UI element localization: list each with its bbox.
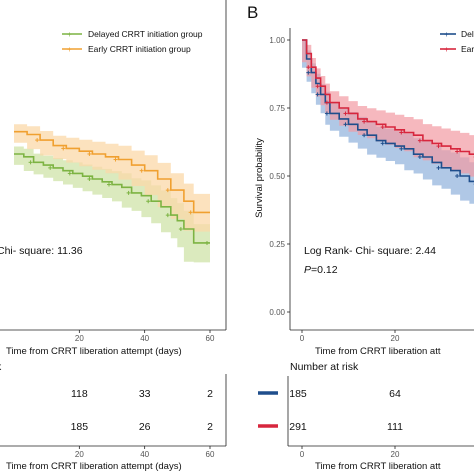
panel-a-risk-tick-label: 40 [140, 450, 149, 459]
panel-b-x-ticks: 0 20 [300, 330, 400, 343]
panel-a-risk-count: 26 [139, 421, 151, 433]
legend-label-early: Early CRRT initiation group [88, 44, 191, 54]
panel-a-plot-area [14, 124, 210, 263]
panel-a-legend: + Delayed CRRT initiation group + Early … [62, 29, 203, 54]
panel-a-x-tick-label: 60 [206, 334, 215, 343]
panel-b-y-tick-label: 1.00 [269, 36, 285, 45]
panel-b-p-value: P=0.12 [304, 264, 338, 276]
panel-b-log-rank-annotation: Log Rank- Chi- square: 2.44 [304, 245, 436, 257]
panel-b-y-axis-label: Survival probability [254, 138, 265, 218]
panel-b-label: B [247, 3, 258, 22]
panel-a-risk-count: 2 [207, 421, 213, 433]
panel-a-x-axis-label: Time from CRRT liberation attempt (days) [6, 346, 182, 357]
panel-b-risk-count: 64 [389, 388, 401, 400]
panel-a: 20 40 60 Time from CRRT liberation attempt… [0, 0, 227, 472]
legend-plus-early: + [67, 45, 72, 54]
panel-b-y-tick-label: 0.25 [269, 240, 285, 249]
panel-b-ci-band-blue [302, 40, 474, 204]
panel-b-y-ticks: 0.00 0.25 0.50 0.75 1.00 [269, 36, 290, 317]
panel-b-y-tick-label: 0.75 [269, 104, 285, 113]
panel-a-ci-band-green [14, 146, 210, 263]
panel-b-legend-background [436, 24, 474, 62]
panel-a-risk-title-fragment: k [0, 361, 2, 373]
panel-b-survival-curve-red [302, 39, 474, 155]
panel-a-survival-curve-green [14, 153, 210, 244]
panel-a-risk-tick-label: 20 [75, 450, 84, 459]
panel-a-survival-curve-orange [14, 130, 210, 214]
legend-label-delay: Delay [461, 29, 474, 39]
legend-plus-early-b: + [444, 45, 449, 54]
panel-a-risk-count: 118 [71, 388, 88, 400]
panel-b-x-axis-label: Time from CRRT liberation att [315, 346, 441, 357]
panel-a-risk-count: 33 [139, 388, 151, 400]
panel-a-x-tick-label: 20 [75, 334, 84, 343]
panel-b-y-tick-label: 0.00 [269, 308, 285, 317]
panel-a-risk-count: 2 [207, 388, 213, 400]
panel-b-x-tick-label: 20 [391, 334, 400, 343]
legend-label-delayed: Delayed CRRT initiation group [88, 29, 203, 39]
panel-b-risk-x-axis-label: Time from CRRT liberation att [315, 461, 441, 472]
panel-b-survival-curve-blue [302, 39, 474, 183]
panel-b-x-tick-label: 0 [300, 334, 305, 343]
panel-a-chi-square-annotation: Chi- square: 11.36 [0, 245, 83, 257]
panel-b-risk-table: 185 64 291 111 [258, 388, 403, 433]
panel-b-plot-area [302, 39, 474, 204]
panel-b-ci-band-red [302, 40, 474, 177]
panel-b-risk-title: Number at risk [290, 361, 359, 373]
panel-a-risk-tick-label: 60 [206, 450, 215, 459]
panel-b-risk-count: 185 [289, 388, 307, 400]
legend-label-early-b: Earl [461, 44, 474, 54]
panel-b-y-tick-label: 0.50 [269, 172, 285, 181]
panel-b-risk-x-ticks: 0 20 [300, 446, 400, 459]
panel-a-x-tick-label: 40 [140, 334, 149, 343]
legend-plus-delay: + [444, 30, 449, 39]
panel-a-x-ticks: 20 40 60 [75, 330, 215, 343]
panel-b-risk-count: 111 [387, 421, 403, 433]
panel-b-risk-tick-label: 20 [391, 450, 400, 459]
panel-b: B 0.00 0.25 0.50 0.75 1.00 0 20 Survival prob… [247, 3, 474, 472]
panel-a-risk-x-ticks: 20 40 60 [75, 446, 215, 459]
panel-a-risk-table: 118 33 2 185 26 2 [71, 388, 214, 433]
panel-b-risk-tick-label: 0 [300, 450, 305, 459]
legend-plus-delayed: + [67, 30, 72, 39]
panel-b-risk-count: 291 [289, 421, 307, 433]
panel-a-risk-x-axis-label: Time from CRRT liberation attempt (days) [6, 461, 182, 472]
panel-a-risk-count: 185 [71, 421, 89, 433]
